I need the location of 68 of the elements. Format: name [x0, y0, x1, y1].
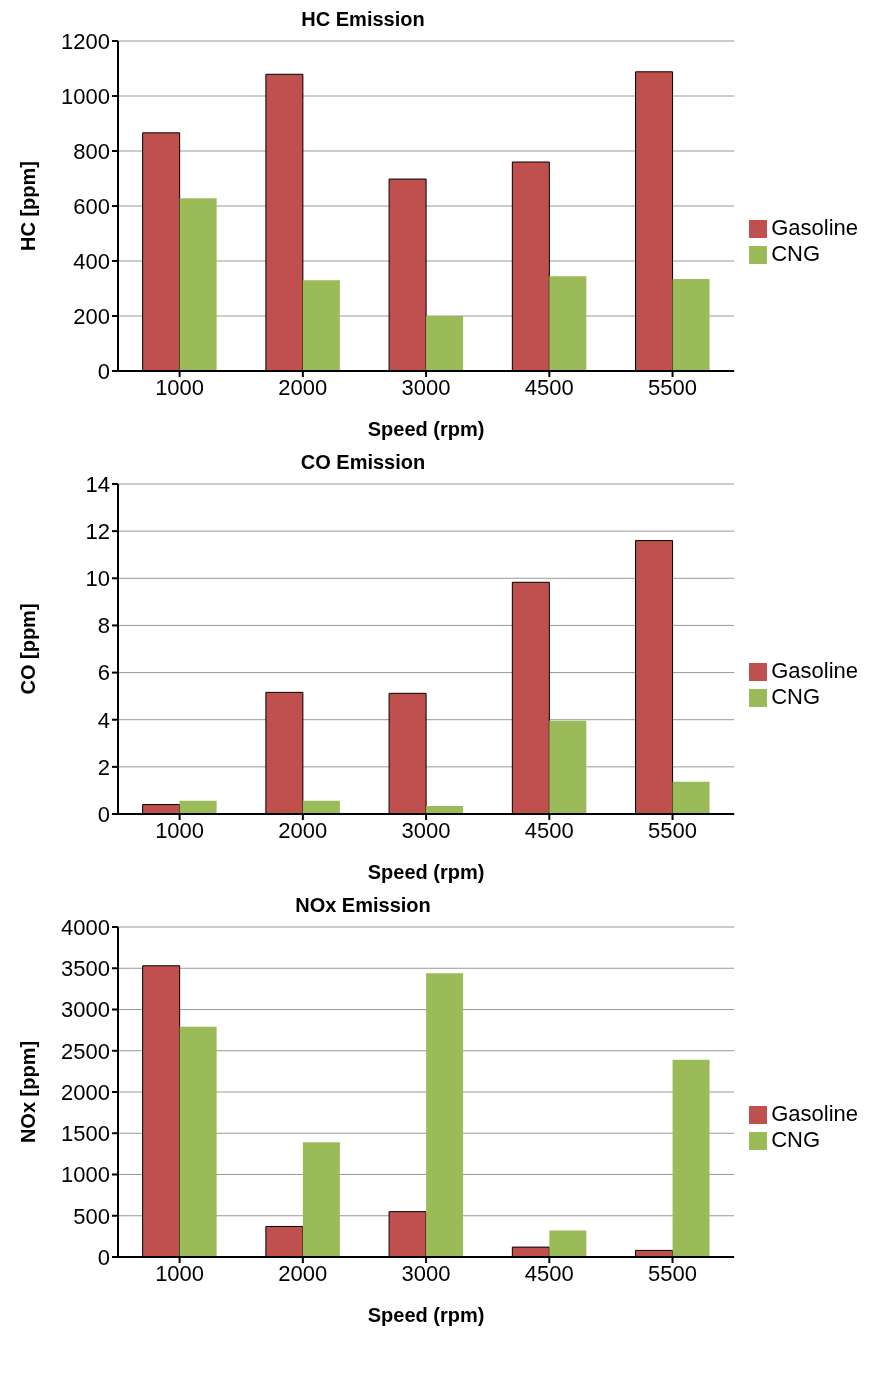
x-tick-label: 1000 [155, 374, 205, 400]
y-tick-label: 4 [97, 707, 110, 733]
y-tick-label: 0 [97, 801, 110, 827]
legend-label: CNG [771, 684, 821, 709]
x-tick-label: 4500 [524, 1260, 574, 1286]
y-tick-label: 2000 [61, 1079, 110, 1105]
x-tick-label: 5500 [648, 817, 698, 843]
bar [549, 720, 587, 814]
y-tick-label: 0 [97, 358, 110, 384]
y-tick-label: 1200 [61, 28, 110, 54]
y-tick-label: 200 [73, 303, 110, 329]
chart-title: CO Emission [300, 451, 426, 473]
y-tick-label: 600 [73, 193, 110, 219]
legend-label: CNG [771, 1127, 821, 1152]
y-axis-title: CO [ppm] [17, 603, 40, 695]
y-axis-title: NOx [ppm] [17, 1040, 40, 1144]
bar [179, 800, 217, 814]
y-tick-label: 500 [73, 1203, 110, 1229]
bar [549, 1230, 587, 1257]
x-axis-title: Speed (rpm) [367, 418, 485, 440]
x-tick-label: 3000 [401, 374, 451, 400]
bar [672, 278, 710, 371]
y-tick-label: 1000 [61, 1162, 110, 1188]
x-tick-label: 5500 [648, 1260, 698, 1286]
chart-title: HC Emission [301, 8, 425, 30]
bar [302, 280, 340, 371]
y-tick-label: 800 [73, 138, 110, 164]
y-tick-label: 400 [73, 248, 110, 274]
x-tick-label: 3000 [401, 817, 451, 843]
x-tick-label: 4500 [524, 374, 574, 400]
y-tick-label: 14 [85, 471, 110, 497]
x-tick-label: 1000 [155, 817, 205, 843]
y-tick-label: 0 [97, 1244, 110, 1270]
x-axis-title: Speed (rpm) [367, 1304, 485, 1326]
y-tick-label: 4000 [61, 914, 110, 940]
legend-label: Gasoline [771, 1101, 858, 1126]
bar [549, 276, 587, 371]
y-axis-title: HC [ppm] [17, 161, 40, 251]
x-tick-label: 3000 [401, 1260, 451, 1286]
x-tick-label: 1000 [155, 1260, 205, 1286]
y-tick-label: 12 [85, 518, 110, 544]
y-tick-label: 10 [85, 566, 110, 592]
x-tick-label: 2000 [278, 374, 328, 400]
bar [179, 1026, 217, 1257]
y-tick-label: 2 [97, 754, 110, 780]
y-tick-label: 8 [97, 613, 110, 639]
bar [426, 973, 464, 1257]
bar [302, 1142, 340, 1257]
chart-title: NOx Emission [295, 894, 431, 916]
y-tick-label: 1500 [61, 1121, 110, 1147]
legend-label: Gasoline [771, 658, 858, 683]
legend-label: Gasoline [771, 215, 858, 240]
bar [179, 198, 217, 371]
x-tick-label: 4500 [524, 817, 574, 843]
y-tick-label: 1000 [61, 83, 110, 109]
x-tick-label: 2000 [278, 1260, 328, 1286]
x-tick-label: 2000 [278, 817, 328, 843]
bar [672, 1059, 710, 1257]
bar [426, 316, 464, 371]
x-axis-title: Speed (rpm) [367, 861, 485, 883]
y-tick-label: 3000 [61, 997, 110, 1023]
y-tick-label: 6 [97, 660, 110, 686]
bar [302, 800, 340, 814]
y-tick-label: 2500 [61, 1038, 110, 1064]
legend-label: CNG [771, 241, 821, 266]
bar [672, 781, 710, 814]
y-tick-label: 3500 [61, 956, 110, 982]
x-tick-label: 5500 [648, 374, 698, 400]
